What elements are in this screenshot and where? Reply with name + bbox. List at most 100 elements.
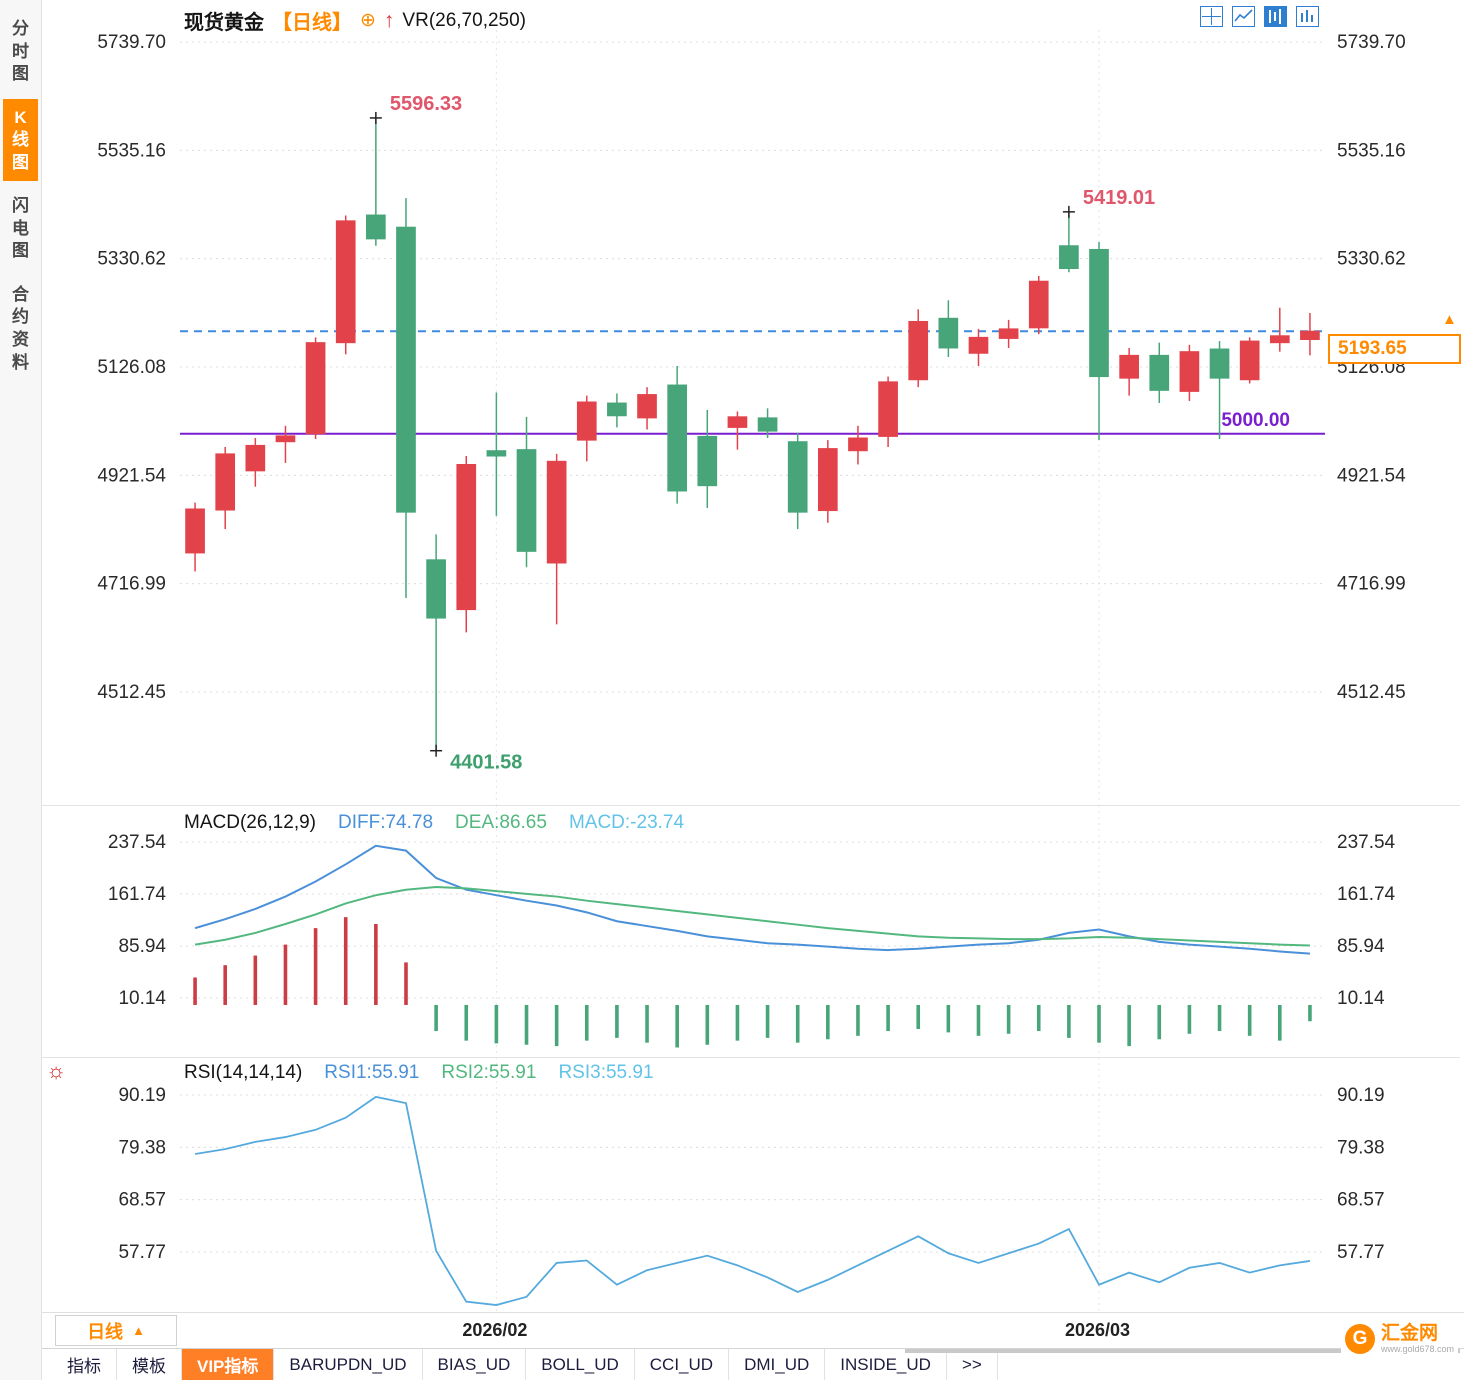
axis-label: 5739.70 xyxy=(97,32,166,53)
bottom-tab-INSIDE_UD[interactable]: INSIDE_UD xyxy=(825,1349,947,1380)
period-selector[interactable]: 日线 ▲ xyxy=(55,1315,177,1346)
compare-view-icon[interactable] xyxy=(1296,6,1319,27)
sidebar-item-char: K xyxy=(14,107,27,127)
sidebar-item-char: 约 xyxy=(12,307,29,327)
sidebar-item-char: 线 xyxy=(12,130,29,150)
bottom-tab->>[interactable]: >> xyxy=(947,1349,998,1380)
bottom-tab-指标[interactable]: 指标 xyxy=(52,1349,117,1380)
macd-hist-bar xyxy=(223,965,227,1005)
axis-label: 90.19 xyxy=(1337,1085,1385,1106)
candle xyxy=(1119,354,1139,379)
axis-label: 4512.45 xyxy=(97,682,166,703)
horizontal-scrollbar[interactable] xyxy=(905,1349,1460,1353)
macd-hist-bar xyxy=(916,1004,921,1029)
rsi-panel[interactable]: 90.19 90.19 79.38 79.38 68.57 68.57 57.77 57.77 xyxy=(0,1057,1464,1312)
candle xyxy=(456,463,477,611)
candle xyxy=(848,437,868,452)
candle xyxy=(1059,245,1079,270)
axis-label: 161.74 xyxy=(108,884,167,905)
brand-logo-icon: G xyxy=(1344,1324,1375,1354)
brand-url: www.gold678.com xyxy=(1380,1343,1454,1354)
price-marker-icon[interactable]: ▲ xyxy=(1442,311,1457,329)
macd-hist-bar xyxy=(374,924,378,1005)
sidebar-item-合约资料[interactable]: 合约资料 xyxy=(3,276,38,381)
line-chart-icon[interactable] xyxy=(1232,6,1255,27)
axis-label: 4512.45 xyxy=(1337,682,1406,703)
candle xyxy=(215,453,236,511)
kline-view-icon[interactable] xyxy=(1264,6,1287,27)
axis-label: 4921.54 xyxy=(97,465,166,486)
candle xyxy=(1089,248,1109,378)
bottom-tab-模板[interactable]: 模板 xyxy=(117,1349,182,1380)
x-axis-label: 2026/02 xyxy=(462,1320,528,1340)
axis-label: 79.38 xyxy=(1337,1137,1385,1158)
axis-label: 68.57 xyxy=(118,1190,166,1211)
axis-label: 237.54 xyxy=(1337,832,1396,853)
macd-hist-bar xyxy=(1097,1004,1101,1043)
macd-hist-bar xyxy=(765,1004,770,1038)
bottom-tab-BOLL_UD[interactable]: BOLL_UD xyxy=(526,1349,635,1380)
macd-hist-bar xyxy=(494,1004,499,1044)
macd-hist-bar xyxy=(976,1004,981,1036)
macd-hist-bar xyxy=(645,1004,649,1043)
candle xyxy=(516,449,537,552)
bottom-tab-bar: 指标 模板 VIP指标 BARUPDN_UD BIAS_UD BOLL_UD CCI_UD D… xyxy=(0,1348,1464,1380)
macd-hist-bar xyxy=(1067,1004,1071,1038)
sidebar-item-闪电图[interactable]: 闪电图 xyxy=(3,187,38,270)
macd-hist-bar xyxy=(1157,1004,1162,1040)
sidebar-item-char: 资 xyxy=(12,330,29,350)
candle xyxy=(1149,354,1170,391)
sidebar-item-分时图[interactable]: 分时图 xyxy=(3,10,38,93)
macd-hist-bar xyxy=(856,1004,860,1036)
bottom-tab-BIAS_UD[interactable]: BIAS_UD xyxy=(423,1349,527,1380)
axis-label: 237.54 xyxy=(108,832,167,853)
candle xyxy=(245,444,266,472)
axis-label: 161.74 xyxy=(1337,884,1396,905)
indicator-title[interactable]: RSI(14,14,14) xyxy=(184,1062,303,1083)
last-price-value: 5193.65 xyxy=(1338,338,1407,360)
x-axis-row: 日线 ▲ 2026/02 2026/03 xyxy=(0,1312,1464,1348)
candle xyxy=(667,384,688,492)
candle xyxy=(426,559,446,619)
bottom-tab-BARUPDN_UD[interactable]: BARUPDN_UD xyxy=(274,1349,423,1380)
sidebar-item-char: 电 xyxy=(12,218,29,238)
chart-toolbar xyxy=(1200,6,1319,27)
axis-label: 5126.08 xyxy=(97,357,166,378)
bottom-tab-DMI_UD[interactable]: DMI_UD xyxy=(729,1349,826,1380)
indicator-label[interactable]: VR(26,70,250) xyxy=(402,9,526,31)
macd-hist-bar xyxy=(404,962,408,1005)
quad-view-icon[interactable] xyxy=(1200,6,1223,27)
indicator-title[interactable]: MACD(26,12,9) xyxy=(184,812,316,833)
macd-hist-bar xyxy=(1187,1004,1192,1034)
axis-label: 57.77 xyxy=(1337,1242,1385,1263)
sidebar-item-char: 图 xyxy=(12,64,29,84)
candle xyxy=(697,435,718,487)
macd-hist-bar xyxy=(946,1004,951,1033)
add-compare-icon[interactable]: ⊕ xyxy=(360,10,376,31)
macd-hist-bar xyxy=(313,928,318,1005)
sidebar-item-char: 闪 xyxy=(12,196,29,216)
period-tag[interactable]: 【日线】 xyxy=(272,12,352,34)
axis-label: 5535.16 xyxy=(1337,140,1406,161)
macd-hist-bar xyxy=(1217,1004,1222,1032)
macd-panel[interactable]: 237.54 237.54 161.74 161.74 85.94 85.94 10.14 1… xyxy=(0,805,1464,1057)
candle xyxy=(1300,330,1320,340)
brand-name: 汇金网 xyxy=(1380,1323,1438,1345)
sidebar-item-char: 图 xyxy=(12,241,29,261)
candle xyxy=(576,401,597,441)
candle xyxy=(607,402,627,417)
bottom-tab-VIP指标[interactable]: VIP指标 xyxy=(182,1349,275,1380)
candle xyxy=(1028,280,1049,329)
legend-item: DEA:86.65 xyxy=(455,812,547,833)
macd-hist-bar xyxy=(584,1004,589,1041)
macd-hist-bar xyxy=(464,1004,469,1041)
candle xyxy=(396,226,416,513)
macd-hist-bar xyxy=(1308,1004,1312,1022)
main-candlestick-chart[interactable]: 5739.70 5739.70 5535.16 5535.16 5330.62 5330.… xyxy=(0,0,1464,805)
axis-label: 85.94 xyxy=(1337,936,1385,957)
bottom-tab-CCI_UD[interactable]: CCI_UD xyxy=(635,1349,730,1380)
indicator-settings-icon[interactable]: ☼ xyxy=(46,1058,67,1083)
candle xyxy=(1269,335,1290,344)
